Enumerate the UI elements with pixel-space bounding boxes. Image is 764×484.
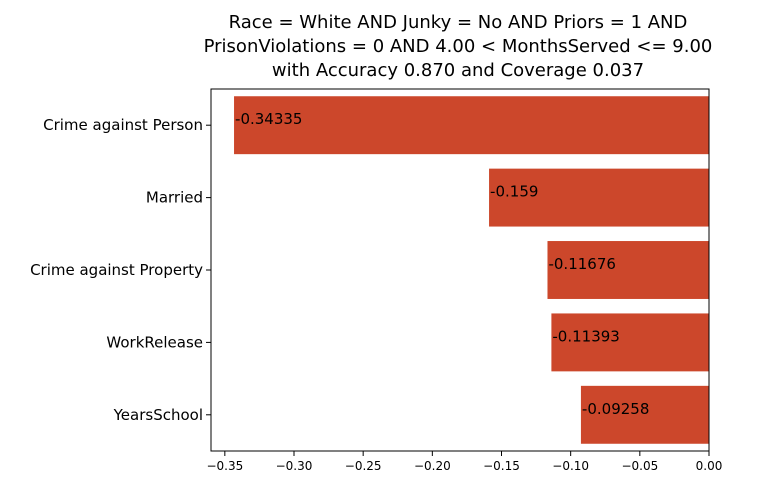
chart-title-line: with Accuracy 0.870 and Coverage 0.037 [272,60,644,81]
x-axis-ticks: −0.35 −0.30 −0.25 −0.20 −0.15 −0.10 −0.05 0.00 [206,451,722,473]
x-tick-label: 0.00 [696,459,723,473]
bar [551,313,709,372]
plot-frame [210,88,710,452]
data-label: -0.159 [490,183,538,201]
x-tick-label: −0.35 [206,459,243,473]
bar [547,241,709,299]
x-tick-label: −0.15 [483,459,520,473]
x-tick-label: −0.25 [345,459,382,473]
category-labels: Crime against Person Married Crime against… [30,116,211,424]
x-tick-label: −0.05 [621,459,658,473]
data-label: -0.09258 [582,400,649,418]
bar [489,168,709,227]
bar [234,96,709,155]
category-label: WorkRelease [106,333,203,351]
value-labels: -0.34335 -0.159 -0.11676 -0.11393 -0.09258 [235,110,649,418]
bars [234,96,709,444]
category-label: YearsSchool [113,406,203,424]
data-label: -0.11676 [548,255,615,273]
chart-title-line: Race = White AND Junky = No AND Priors =… [229,12,688,33]
x-tick-label: −0.20 [414,459,451,473]
category-label: Crime against Person [43,116,203,134]
chart-title: Race = White AND Junky = No AND Priors =… [204,12,713,81]
data-label: -0.11393 [552,327,619,345]
x-tick-label: −0.30 [276,459,313,473]
data-label: -0.34335 [235,110,302,128]
bar [580,385,709,444]
x-tick-label: −0.10 [552,459,589,473]
category-label: Crime against Property [30,261,203,279]
category-label: Married [146,189,203,207]
chart-title-line: PrisonViolations = 0 AND 4.00 < MonthsSe… [204,36,713,57]
